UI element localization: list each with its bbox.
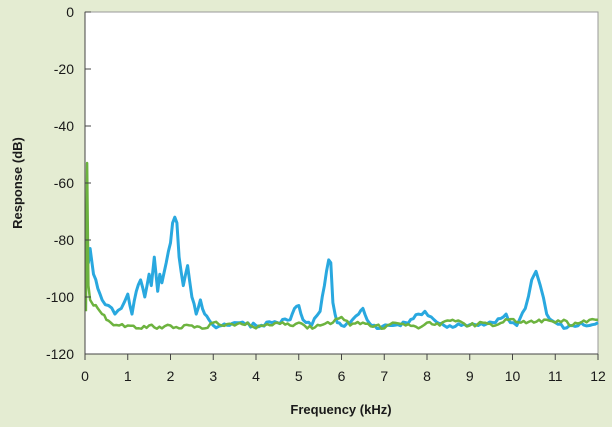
y-axis-title: Response (dB) — [10, 137, 25, 229]
series-line-1 — [85, 215, 599, 330]
plot-area — [84, 11, 599, 355]
y-tick-label: -80 — [54, 232, 74, 248]
x-tick-label: 1 — [124, 368, 132, 384]
series-layer — [84, 161, 599, 330]
x-tick-label: 10 — [505, 368, 521, 384]
x-tick-label: 8 — [423, 368, 431, 384]
y-tick-label: 0 — [66, 4, 74, 20]
ticks-layer: 0 1 2 3 4 5 6 7 8 9 10 11 120-20-40-60-80-100-120 — [46, 4, 606, 384]
x-tick-label: 7 — [380, 368, 388, 384]
x-tick-label: 12 — [590, 368, 606, 384]
x-tick-label: 4 — [252, 368, 260, 384]
y-tick-label: -40 — [54, 118, 74, 134]
x-tick-label: 11 — [548, 368, 563, 384]
x-tick-label: 2 — [167, 368, 175, 384]
x-tick-label: 0 — [81, 368, 89, 384]
y-tick-label: -100 — [46, 289, 74, 305]
x-tick-label: 6 — [338, 368, 346, 384]
y-tick-label: -20 — [54, 61, 74, 77]
y-tick-label: -120 — [46, 346, 74, 362]
y-tick-label: -60 — [54, 175, 74, 191]
x-tick-label: 9 — [466, 368, 474, 384]
x-tick-label: 3 — [209, 368, 217, 384]
x-axis-title: Frequency (kHz) — [290, 402, 391, 417]
x-tick-label: 5 — [295, 368, 303, 384]
series-line-2 — [84, 161, 599, 330]
